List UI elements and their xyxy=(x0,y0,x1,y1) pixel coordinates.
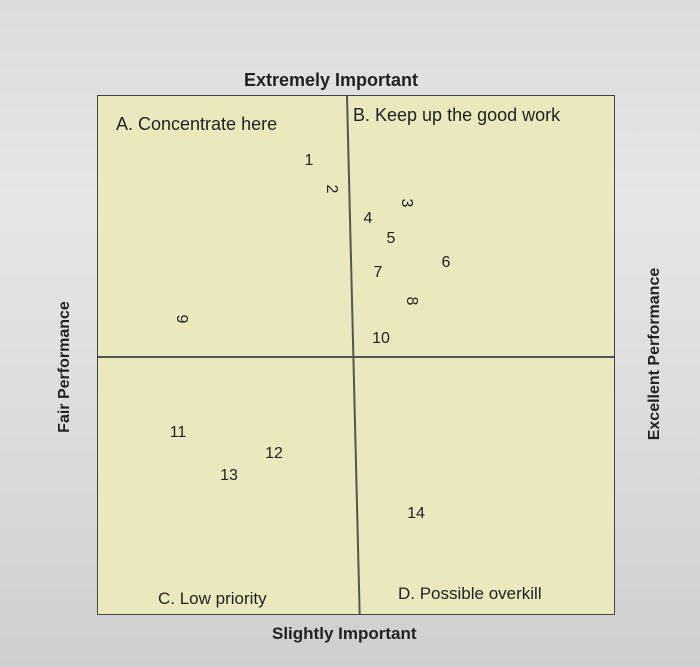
quadrant-a-label: A. Concentrate here xyxy=(116,114,278,134)
point-14: 14 xyxy=(407,505,425,522)
quadrant-b-label: B. Keep up the good work xyxy=(353,105,561,125)
point-3: 3 xyxy=(398,198,415,208)
quadrant-c-label: C. Low priority xyxy=(158,589,267,608)
axis-label-top: Extremely Important xyxy=(244,70,419,90)
point-5: 5 xyxy=(386,230,396,247)
point-10: 10 xyxy=(372,330,390,347)
point-8: 8 xyxy=(403,296,420,306)
point-1: 1 xyxy=(304,152,314,169)
point-4: 4 xyxy=(363,210,373,227)
point-12: 12 xyxy=(265,445,283,462)
axis-label-right: Excellent Performance xyxy=(646,267,663,441)
point-9: 9 xyxy=(173,314,190,324)
point-6: 6 xyxy=(441,254,451,271)
vertical-divider xyxy=(346,96,361,614)
point-7: 7 xyxy=(373,264,383,281)
horizontal-divider xyxy=(98,356,614,358)
axis-label-bottom: Slightly Important xyxy=(272,624,417,643)
point-11: 11 xyxy=(169,424,187,441)
point-2: 2 xyxy=(323,184,340,194)
point-13: 13 xyxy=(220,467,238,484)
axis-label-left: Fair Performance xyxy=(56,301,73,433)
quadrant-grid: A. Concentrate here B. Keep up the good … xyxy=(97,95,615,615)
quadrant-d-label: D. Possible overkill xyxy=(398,584,542,603)
